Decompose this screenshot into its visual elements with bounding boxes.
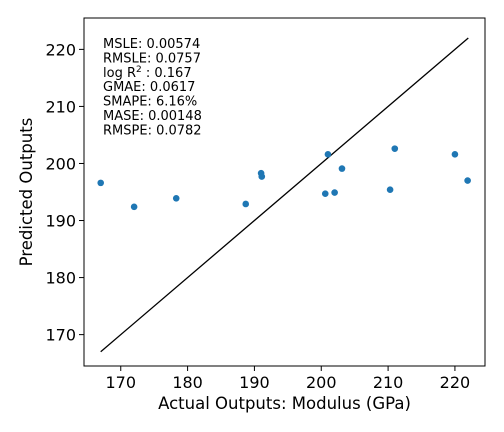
- y-axis-ticks: 170 180 190 200 210 220: [45, 40, 84, 345]
- x-tick-label: 220: [440, 373, 471, 392]
- data-point: [464, 177, 471, 184]
- identity-reference-line: [100, 37, 469, 353]
- data-point: [130, 203, 138, 211]
- plot-frame: [83, 17, 486, 367]
- y-tick-label: 200: [45, 154, 76, 173]
- metric-separator: :: [142, 66, 155, 81]
- metric-value: 0.0782: [156, 123, 202, 138]
- x-tick-label: 200: [306, 373, 337, 392]
- y-tick-label: 190: [45, 212, 76, 231]
- data-point: [331, 189, 338, 196]
- y-tick-label: 210: [45, 97, 76, 116]
- x-axis-ticks: 170 180 190 200 210 220: [105, 366, 470, 392]
- metric-label: MSLE: [103, 37, 138, 52]
- metric-label: RMSPE: [103, 123, 148, 138]
- metric-line: MSLE: 0.00574: [103, 37, 200, 52]
- metric-value: 0.0757: [155, 51, 201, 66]
- metric-value: 0.0617: [150, 80, 196, 95]
- metric-value: 6.16%: [156, 95, 197, 110]
- metric-line: GMAE: 0.0617: [103, 80, 195, 95]
- y-tick-label: 220: [45, 40, 76, 59]
- metric-label: RMSLE: [103, 51, 147, 66]
- metric-separator: :: [140, 109, 149, 124]
- data-point: [242, 200, 250, 208]
- x-tick-label: 210: [373, 373, 404, 392]
- metric-separator: :: [147, 51, 156, 66]
- data-point: [258, 173, 266, 180]
- metric-label: GMAE: [103, 80, 141, 95]
- metric-separator: :: [148, 123, 157, 138]
- metric-line: RMSPE: 0.0782: [103, 123, 202, 138]
- y-tick-label: 180: [45, 269, 76, 288]
- metric-value: 0.00574: [146, 37, 200, 52]
- data-point: [451, 151, 459, 158]
- y-tick-label: 170: [45, 326, 76, 345]
- metric-separator: :: [138, 37, 147, 52]
- data-point: [391, 145, 399, 152]
- metric-value: 0.167: [154, 66, 191, 81]
- x-tick-label: 170: [105, 373, 136, 392]
- x-tick-label: 190: [239, 373, 270, 392]
- data-point: [321, 190, 329, 198]
- data-points: [97, 145, 471, 211]
- data-point: [172, 194, 180, 202]
- x-axis-label: Actual Outputs: Modulus (GPa): [158, 394, 411, 413]
- metric-line: RMSLE: 0.0757: [103, 51, 201, 66]
- metric-separator: :: [147, 95, 156, 110]
- metric-line: SMAPE: 6.16%: [103, 95, 197, 110]
- x-tick-label: 180: [172, 373, 203, 392]
- data-point: [324, 151, 332, 158]
- metric-superscript: 2: [136, 65, 142, 75]
- metric-label: SMAPE: [103, 95, 147, 110]
- metric-line: MASE: 0.00148: [103, 109, 202, 124]
- metric-value: 0.00148: [148, 109, 202, 124]
- metric-label: MASE: [103, 109, 140, 124]
- data-point: [386, 186, 394, 194]
- data-point: [338, 165, 346, 172]
- metric-line: log R2 : 0.167: [103, 65, 192, 81]
- data-point: [97, 179, 105, 187]
- metric-label: log R: [103, 66, 136, 81]
- metric-separator: :: [141, 80, 150, 95]
- y-axis-label: Predicted Outputs: [17, 118, 36, 267]
